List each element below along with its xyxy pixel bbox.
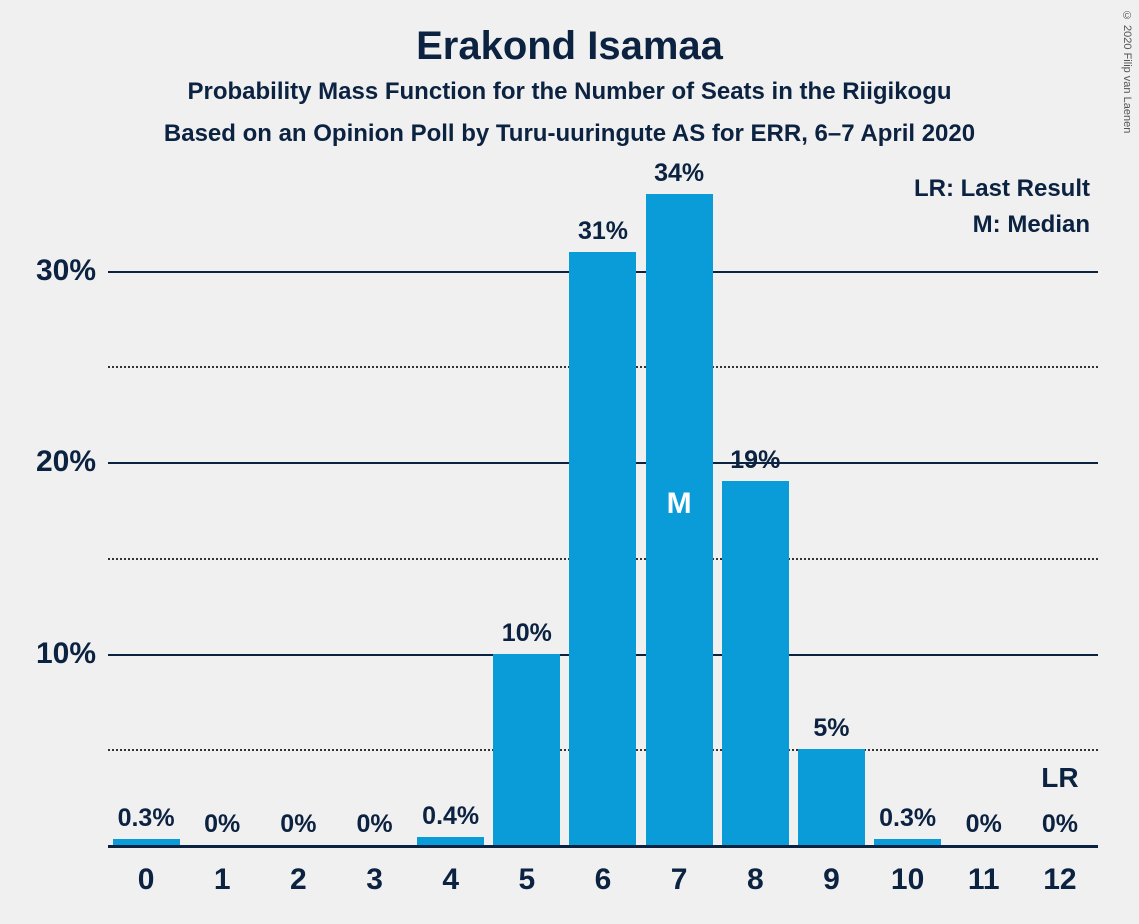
x-tick-label: 9 — [823, 845, 840, 897]
bar-value-label: 0.3% — [118, 804, 175, 833]
x-tick-label: 3 — [366, 845, 383, 897]
bar-value-label: 0% — [1042, 810, 1078, 839]
chart-subtitle-2: Based on an Opinion Poll by Turu-uuringu… — [0, 120, 1139, 148]
bar-value-label: 19% — [730, 446, 780, 475]
copyright-text: © 2020 Filip van Laenen — [1121, 10, 1133, 133]
x-tick-label: 6 — [595, 845, 612, 897]
chart-subtitle-1: Probability Mass Function for the Number… — [0, 78, 1139, 106]
bar-value-label: 31% — [578, 217, 628, 246]
x-tick-label: 8 — [747, 845, 764, 897]
bar-value-label: 10% — [502, 619, 552, 648]
x-tick-label: 12 — [1043, 845, 1076, 897]
bar: 5% — [798, 749, 865, 845]
legend-last-result: LR: Last Result — [914, 175, 1090, 203]
bar-value-label: 5% — [813, 714, 849, 743]
y-tick-label: 30% — [36, 254, 108, 288]
x-tick-label: 10 — [891, 845, 924, 897]
y-tick-label: 20% — [36, 445, 108, 479]
bar-value-label: 0.3% — [879, 804, 936, 833]
bar-value-label: 0% — [356, 810, 392, 839]
y-tick-label: 10% — [36, 637, 108, 671]
median-marker: M — [667, 487, 692, 521]
bar: 0.4% — [417, 837, 484, 845]
plot-area: 10%20%30%0.3%00%10%20%30.4%410%531%634%M… — [108, 175, 1098, 845]
x-tick-label: 0 — [138, 845, 155, 897]
bar-value-label: 0% — [280, 810, 316, 839]
x-tick-label: 1 — [214, 845, 231, 897]
legend-median: M: Median — [973, 211, 1090, 239]
x-tick-label: 2 — [290, 845, 307, 897]
x-tick-label: 11 — [968, 845, 1000, 897]
bar: 19% — [722, 481, 789, 845]
bar: 34%M — [646, 194, 713, 845]
bar: 31% — [569, 252, 636, 845]
x-tick-label: 4 — [442, 845, 459, 897]
x-tick-label: 7 — [671, 845, 688, 897]
bar-value-label: 0% — [204, 810, 240, 839]
bar-value-label: 0.4% — [422, 802, 479, 831]
bar-value-label: 34% — [654, 159, 704, 188]
bar: 10% — [493, 654, 560, 845]
bar-value-label: 0% — [966, 810, 1002, 839]
chart-title: Erakond Isamaa — [0, 24, 1139, 69]
last-result-marker: LR — [1041, 762, 1078, 794]
x-tick-label: 5 — [519, 845, 536, 897]
